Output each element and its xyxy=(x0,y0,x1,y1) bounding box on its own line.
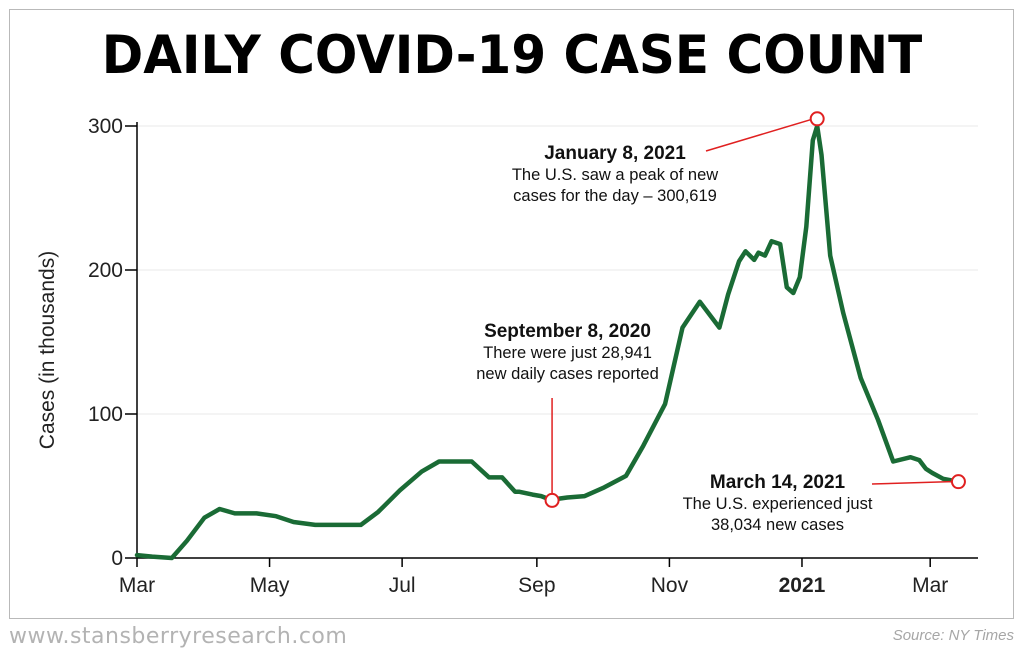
chart-frame xyxy=(9,9,1014,619)
annotation-september: September 8, 2020 There were just 28,941… xyxy=(440,321,695,385)
annotation-peak-heading: January 8, 2021 xyxy=(544,143,686,164)
y-tick-label: 100 xyxy=(88,403,123,426)
annotation-march-marker xyxy=(950,474,966,490)
x-tick-label: Sep xyxy=(518,574,555,597)
annotation-september-heading: September 8, 2020 xyxy=(484,321,651,342)
x-tick-label: May xyxy=(250,574,290,597)
footer-source: Source: NY Times xyxy=(892,627,1014,644)
annotation-september-marker xyxy=(544,492,560,508)
annotation-march-line1: The U.S. experienced just xyxy=(682,495,873,513)
annotation-september-line2: new daily cases reported xyxy=(476,365,659,383)
annotation-peak-line2: cases for the day – 300,619 xyxy=(513,187,717,205)
y-axis-label: Cases (in thousands) xyxy=(36,251,59,449)
y-tick-label: 300 xyxy=(88,115,123,138)
annotation-march-heading: March 14, 2021 xyxy=(709,472,846,493)
annotation-march: March 14, 2021 The U.S. experienced just… xyxy=(660,472,895,536)
annotation-march-line2: 38,034 new cases xyxy=(710,516,844,534)
y-tick-label: 0 xyxy=(111,547,123,570)
cases-line xyxy=(134,123,961,561)
annotation-peak-leader xyxy=(705,119,811,152)
y-tick-label: 200 xyxy=(88,259,123,282)
annotation-peak-marker xyxy=(809,111,825,127)
x-tick-label: Mar xyxy=(119,574,155,597)
x-tick-label: Mar xyxy=(912,574,948,597)
x-tick-label: Nov xyxy=(651,574,689,597)
x-tick-label: 2021 xyxy=(779,574,826,597)
annotation-september-line1: There were just 28,941 xyxy=(483,344,652,362)
x-tick-label: Jul xyxy=(389,574,416,597)
annotation-peak-line1: The U.S. saw a peak of new xyxy=(511,166,719,184)
footer-website[interactable]: www.stansberryresearch.com xyxy=(9,624,348,649)
chart-title: DAILY COVID-19 CASE COUNT xyxy=(101,24,923,86)
annotation-peak: January 8, 2021 The U.S. saw a peak of n… xyxy=(490,143,740,207)
annotation-march-leader xyxy=(871,480,952,485)
